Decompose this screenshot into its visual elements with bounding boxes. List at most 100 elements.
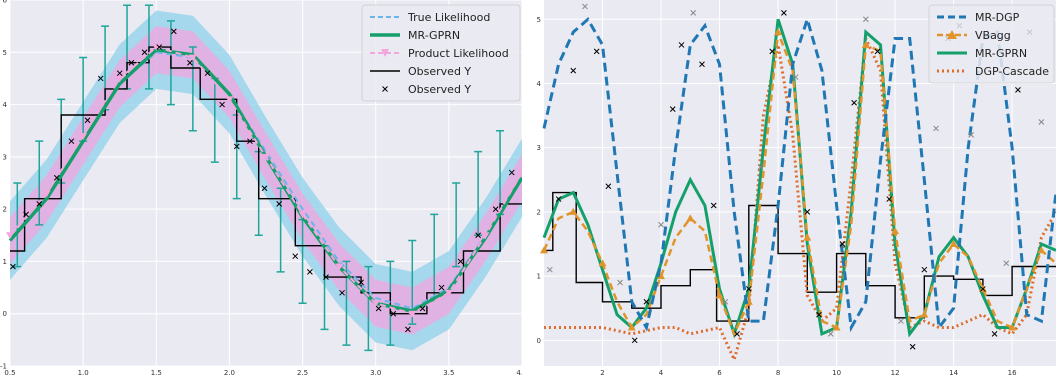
product-likelihood-band	[10, 26, 522, 335]
observation-point	[781, 9, 787, 16]
product-likelihood-marker	[335, 263, 344, 271]
vbagg-marker	[569, 207, 578, 215]
observed-y-point	[276, 201, 283, 207]
legend-marker	[382, 86, 388, 92]
observation-point	[827, 331, 834, 337]
left-y-tick-label: 2	[3, 206, 7, 214]
observed-y-point	[97, 75, 104, 82]
observation-point	[570, 67, 577, 74]
observation-step-line	[544, 191, 1056, 322]
observation-point	[816, 311, 822, 318]
observed-y-point	[10, 263, 16, 270]
observed-y-point	[508, 169, 515, 176]
mr-dgp-line	[542, 14, 1056, 333]
observation-point	[991, 331, 998, 337]
left-legend-item: Observed Y	[382, 83, 471, 96]
observed-y-point	[339, 289, 345, 296]
observed-y-point	[219, 101, 225, 108]
observation-point	[1038, 119, 1045, 125]
observation-point	[980, 286, 986, 292]
observation-point	[968, 131, 975, 138]
observation-point	[851, 99, 857, 106]
observed-y-point	[405, 326, 411, 333]
left-x-tick-label: 2.0	[224, 369, 235, 377]
observed-y-point	[68, 138, 75, 145]
left-x-tick-label: 3.0	[370, 369, 381, 377]
observation-point	[546, 266, 553, 273]
vbagg-marker	[803, 233, 812, 241]
observation-point	[909, 343, 916, 350]
left-legend-label: True Likelihood	[407, 11, 490, 24]
observation-point	[593, 48, 600, 55]
vbagg-marker	[1037, 246, 1046, 254]
observation-point	[643, 298, 650, 305]
observation-point	[898, 318, 904, 324]
left-legend-label: Observed Y	[408, 83, 471, 96]
product-likelihood-marker	[79, 132, 88, 140]
product-likelihood-marker	[262, 153, 270, 161]
left-x-tick-label: 1.5	[151, 369, 162, 377]
left-legend-item: Observed Y	[370, 65, 471, 78]
observed-y-point	[156, 44, 163, 50]
observation-point	[862, 16, 869, 23]
observed-y-point	[292, 253, 299, 260]
right-y-tick-label: 0	[537, 337, 541, 345]
observation-point	[617, 279, 623, 286]
left-legend-label: Observed Y	[408, 65, 471, 78]
legend-marker	[947, 30, 957, 39]
error-bar	[452, 182, 461, 268]
left-legend-label: MR-GPRN	[408, 29, 460, 42]
left-x-tick-label: 2.5	[297, 369, 308, 377]
product-likelihood-marker	[481, 232, 490, 240]
observation-point	[792, 74, 799, 80]
observed-y-point	[233, 143, 240, 150]
observation-point	[710, 202, 717, 209]
vbagg-marker	[774, 28, 783, 36]
observation-point	[839, 241, 846, 247]
observation-point	[933, 125, 939, 132]
right-y-tick-label: 3	[537, 144, 541, 152]
observation-point	[921, 266, 928, 273]
observed-y-point	[116, 70, 123, 77]
left-y-tick-label: 0	[3, 310, 7, 318]
observation-point	[745, 286, 752, 292]
right-y-tick-label: 4	[537, 80, 542, 88]
observed-y-point	[23, 211, 29, 218]
left-y-tick-label: -1	[0, 363, 7, 371]
observed-y-point	[375, 305, 382, 312]
product-likelihood-marker	[518, 169, 522, 177]
right-y-tick-label: 5	[537, 16, 541, 24]
left-legend-item: MR-GPRN	[370, 29, 460, 42]
observed-y-point	[475, 232, 481, 239]
vbagg-marker	[657, 272, 666, 280]
product-likelihood-marker	[371, 300, 380, 308]
product-likelihood-marker	[225, 96, 234, 104]
vbagg-marker	[1008, 323, 1017, 331]
observation-point	[804, 209, 811, 215]
product-likelihood-marker	[444, 289, 453, 297]
right-x-tick-label: 12	[891, 369, 900, 377]
observation-point	[690, 9, 697, 16]
vbagg-marker	[686, 214, 695, 222]
left-y-tick-label: 4	[3, 101, 8, 109]
right-legend-box	[928, 4, 1055, 84]
observed-y-point	[128, 59, 135, 66]
observed-y-point	[492, 206, 499, 212]
right-legend-item: MR-DGP	[937, 11, 1020, 24]
right-legend-label: MR-GPRN	[975, 47, 1027, 60]
right-x-tick-label: 16	[1008, 369, 1017, 377]
product-likelihood-marker	[298, 211, 307, 219]
vbagg-marker	[540, 246, 548, 254]
observed-y-point	[204, 70, 211, 77]
error-bar	[13, 182, 22, 268]
vbagg-marker	[920, 310, 929, 318]
right-legend-label: DGP-Cascade	[975, 65, 1049, 78]
observed-y-point	[307, 269, 313, 275]
observed-y-point	[53, 174, 60, 181]
product-likelihood-marker	[188, 54, 197, 62]
product-likelihood-marker	[115, 75, 124, 83]
right-x-tick-label: 2	[600, 369, 604, 377]
observation-point	[631, 337, 638, 344]
observed-y-point	[358, 279, 364, 286]
observation-point	[678, 42, 685, 48]
